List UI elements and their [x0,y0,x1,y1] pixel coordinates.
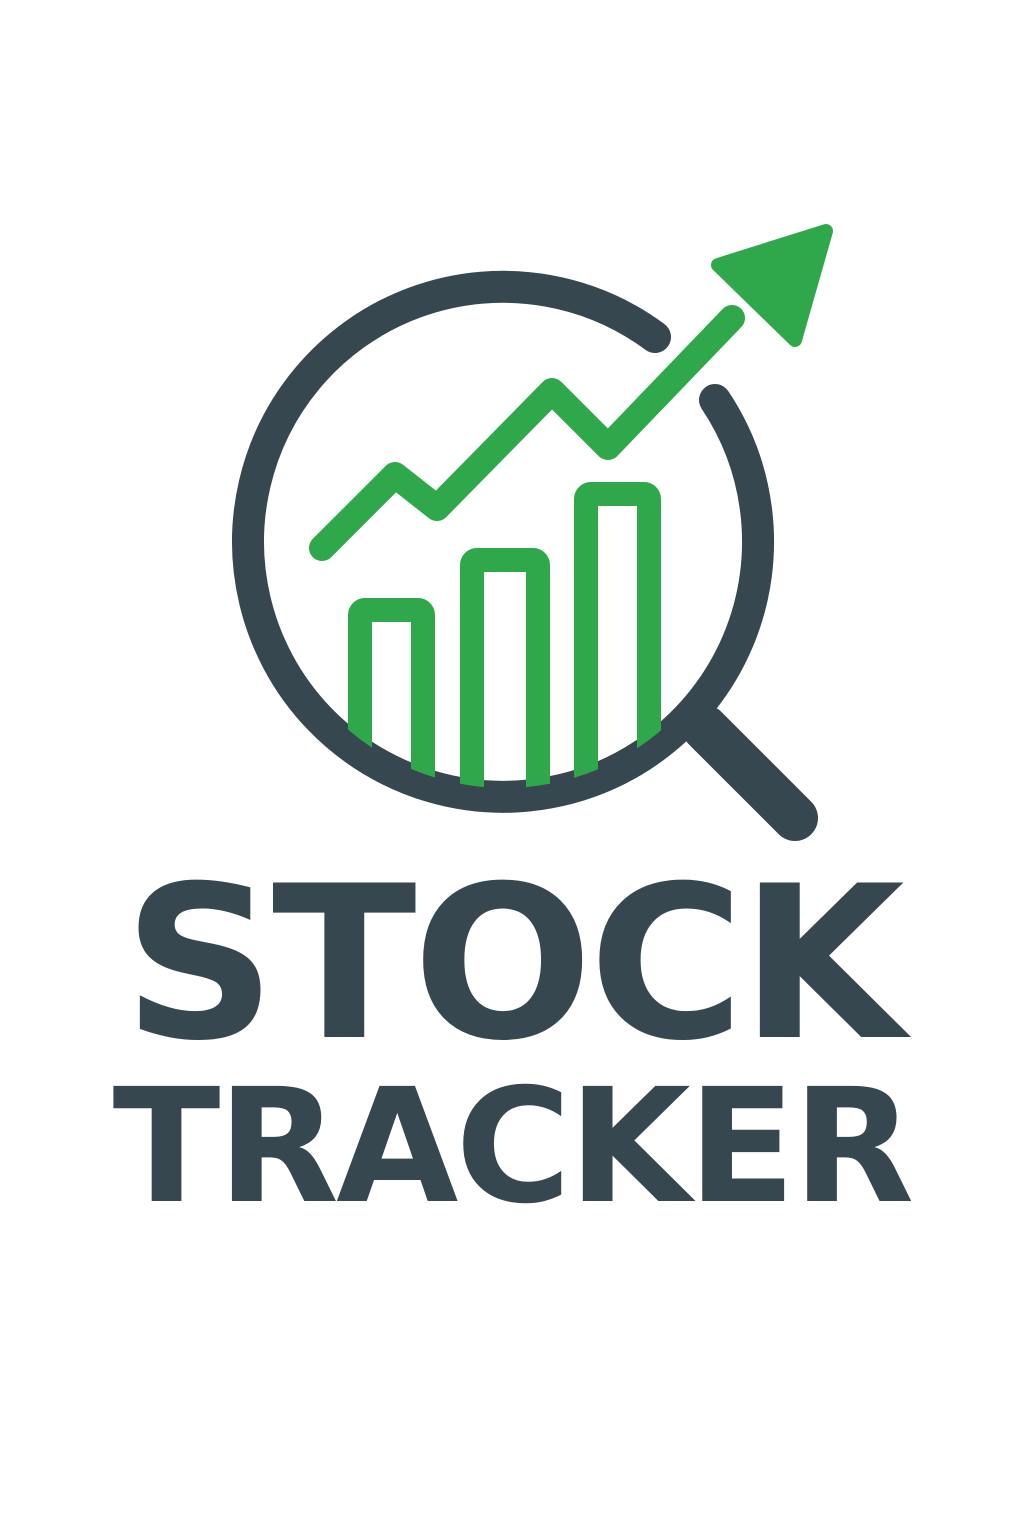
bar-chart [348,482,661,788]
trend-arrow-head [711,224,833,347]
trend-line [309,305,745,561]
chart-bar [460,548,550,788]
magnifier-ring [232,270,775,813]
magnifier-handle [682,705,818,841]
chart-bar [348,598,435,788]
wordmark-line-1: STOCK [123,840,904,1087]
chart-bar [574,482,661,788]
wordmark-line-2: TRACKER [112,1055,915,1239]
magnifier-chart-icon [232,224,833,841]
